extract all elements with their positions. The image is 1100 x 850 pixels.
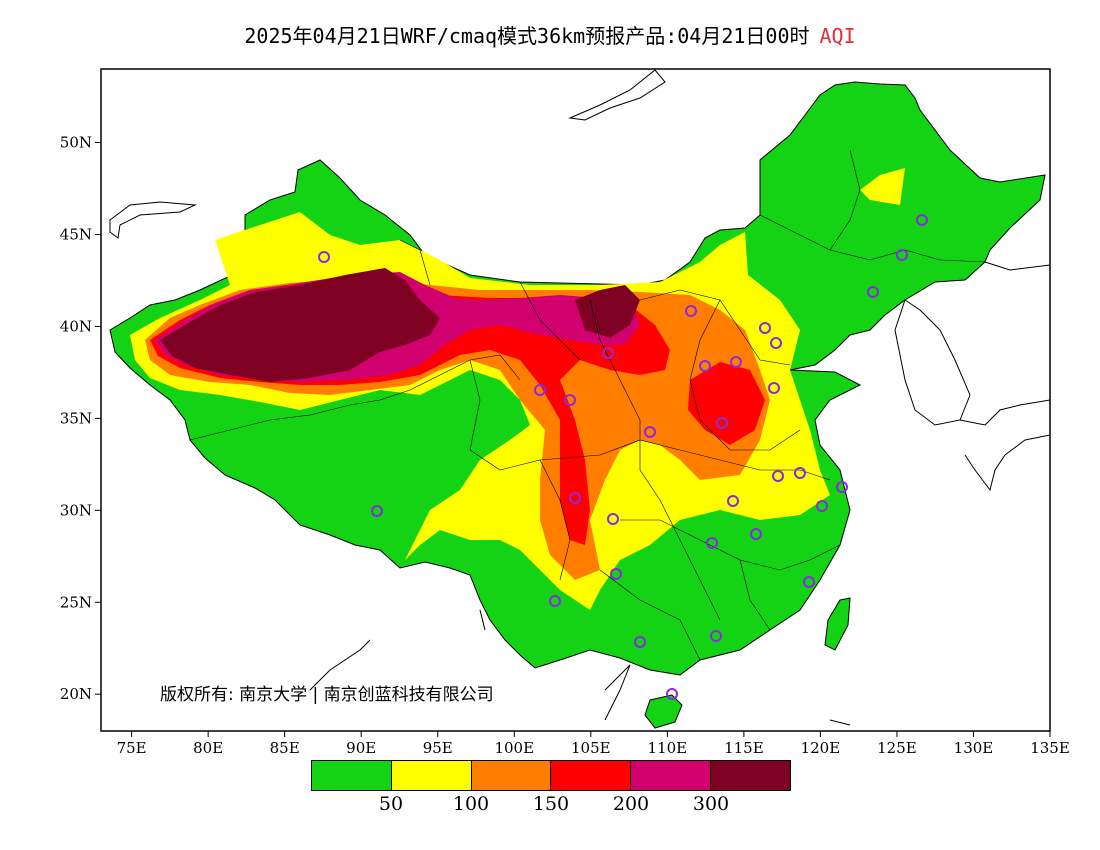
- aqi-zone-moderate-ne: [860, 168, 905, 205]
- aqi-zone-unhealthy-central: [688, 362, 765, 445]
- lon-tick-label: 115E: [724, 739, 764, 757]
- station-marker: [770, 337, 782, 349]
- lon-tick-label: 110E: [648, 739, 688, 757]
- legend-swatch: [312, 761, 392, 790]
- legend-threshold-label: 300: [692, 793, 730, 815]
- station-marker: [867, 286, 879, 298]
- lon-tick-label: 130E: [954, 739, 994, 757]
- lat-tick-label: 40N: [60, 317, 92, 335]
- map-frame: [100, 68, 1051, 732]
- lat-tick-label: 20N: [60, 685, 92, 703]
- legend-swatch: [711, 761, 790, 790]
- station-marker: [816, 500, 828, 512]
- station-marker: [534, 384, 546, 396]
- station-marker: [916, 214, 928, 226]
- station-marker: [896, 249, 908, 261]
- station-marker: [759, 322, 771, 334]
- legend-swatch: [391, 761, 472, 790]
- station-marker: [371, 505, 383, 517]
- lon-tick-label: 95E: [423, 739, 453, 757]
- lon-tick-label: 120E: [801, 739, 841, 757]
- station-marker: [699, 360, 711, 372]
- legend-swatch: [471, 761, 552, 790]
- lon-tick-label: 80E: [193, 739, 223, 757]
- lat-tick-label: 45N: [60, 226, 92, 244]
- longitude-axis: 75E 80E 85E 90E 95E 100E 105E 110E 115E 120E 125E 1…: [117, 731, 1070, 757]
- station-marker: [706, 537, 718, 549]
- station-marker: [772, 470, 784, 482]
- province-boundaries: [189, 149, 986, 661]
- lon-tick-label: 105E: [571, 739, 611, 757]
- map-content: [109, 69, 1050, 729]
- station-marker: [607, 513, 619, 525]
- lat-tick-label: 25N: [60, 593, 92, 611]
- city-stations: [318, 214, 928, 700]
- map-title: 2025年04月21日WRF/cmaq模式36km预报产品:04月21日00时 A…: [0, 20, 1100, 49]
- station-marker: [569, 492, 581, 504]
- station-marker: [716, 417, 728, 429]
- copyright-notice: 版权所有: 南京大学 | 南京创蓝科技有限公司: [160, 685, 494, 705]
- neighbor-coastlines: [109, 69, 1050, 726]
- aqi-zone-hazardous: [160, 268, 440, 382]
- station-marker: [602, 347, 614, 359]
- aqi-color-legend: [311, 760, 791, 791]
- legend-swatch: [631, 761, 712, 790]
- aqi-legend-labels: 50 100 150 200 300: [311, 793, 791, 819]
- title-main: 2025年04月21日WRF/cmaq模式36km预报产品:04月21日00时: [244, 24, 810, 48]
- station-marker: [610, 568, 622, 580]
- lat-tick-label: 50N: [60, 134, 92, 152]
- lon-tick-label: 125E: [877, 739, 917, 757]
- hainan-island: [644, 694, 683, 729]
- legend-threshold-label: 150: [532, 793, 570, 815]
- station-marker: [710, 630, 722, 642]
- station-marker: [318, 251, 330, 263]
- lon-tick-label: 75E: [117, 739, 147, 757]
- station-marker: [564, 394, 576, 406]
- legend-threshold-label: 50: [378, 793, 404, 815]
- legend-swatch: [551, 761, 632, 790]
- lat-tick-label: 35N: [60, 409, 92, 427]
- station-marker: [768, 382, 780, 394]
- station-marker: [750, 528, 762, 540]
- station-marker: [549, 595, 561, 607]
- taiwan-island: [824, 597, 851, 651]
- station-marker: [836, 481, 848, 493]
- lon-tick-label: 100E: [494, 739, 534, 757]
- station-marker: [803, 576, 815, 588]
- lon-tick-label: 135E: [1030, 739, 1070, 757]
- station-marker: [666, 688, 678, 700]
- title-parameter: AQI: [819, 24, 856, 48]
- station-marker: [644, 426, 656, 438]
- lon-tick-label: 90E: [346, 739, 376, 757]
- station-marker: [730, 356, 742, 368]
- legend-threshold-label: 200: [612, 793, 650, 815]
- station-marker: [634, 636, 646, 648]
- lon-tick-label: 85E: [270, 739, 300, 757]
- station-marker: [685, 305, 697, 317]
- legend-threshold-label: 100: [452, 793, 490, 815]
- station-marker: [794, 467, 806, 479]
- aqi-zone-hazardous-2: [575, 285, 640, 338]
- station-marker: [727, 495, 739, 507]
- latitude-axis: 50N 45N 40N 35N 30N 25N 20N: [60, 134, 101, 703]
- lat-tick-label: 30N: [60, 501, 92, 519]
